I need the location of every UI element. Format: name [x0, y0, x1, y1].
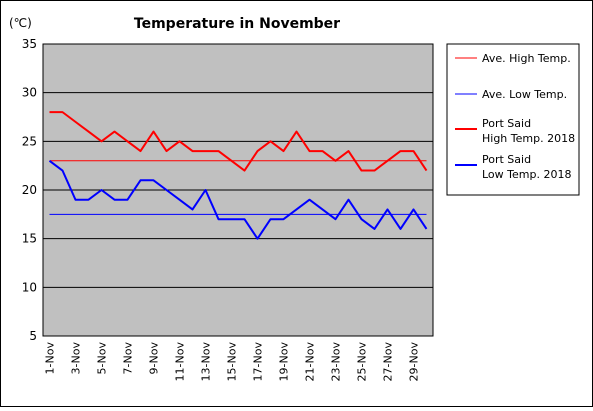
- x-tick-label: 27-Nov: [382, 342, 395, 382]
- x-tick-label: 5-Nov: [96, 342, 109, 375]
- y-axis-ticks: 5 10 15 20 25 30 35: [22, 37, 37, 343]
- x-axis-ticks: 1-Nov 3-Nov 5-Nov 7-Nov 9-Nov 11-Nov 13-Nov 15-…: [44, 342, 421, 382]
- y-tick-label: 35: [22, 37, 37, 51]
- legend-label: Low Temp. 2018: [482, 168, 571, 181]
- gridlines: [43, 92, 433, 288]
- y-tick-label: 25: [22, 134, 37, 148]
- series-lines: [48, 111, 428, 240]
- x-tick-label: 29-Nov: [408, 342, 421, 382]
- unit-label: (℃): [9, 16, 32, 30]
- x-tick-label: 19-Nov: [278, 342, 291, 382]
- series-line: [48, 159, 428, 240]
- x-tick-label: 13-Nov: [200, 342, 213, 382]
- y-tick-label: 10: [22, 280, 37, 294]
- x-tick-label: 15-Nov: [226, 342, 239, 382]
- series-line: [49, 111, 428, 172]
- x-tick-label: 1-Nov: [44, 342, 57, 375]
- x-tick-label: 3-Nov: [70, 342, 83, 375]
- x-tick-label: 7-Nov: [122, 342, 135, 375]
- legend-label: Ave. Low Temp.: [482, 88, 567, 101]
- y-tick-label: 5: [29, 329, 37, 343]
- x-tick-label: 21-Nov: [304, 342, 317, 382]
- y-tick-label: 20: [22, 183, 37, 197]
- legend-label: High Temp. 2018: [482, 132, 575, 145]
- legend: Ave. High Temp. Ave. Low Temp. Port Said Hi…: [446, 43, 580, 196]
- y-tick-label: 15: [22, 232, 37, 246]
- legend-label: Port Said: [482, 153, 531, 166]
- x-tick-label: 25-Nov: [356, 342, 369, 382]
- legend-label: Ave. High Temp.: [482, 52, 571, 65]
- legend-box: [446, 43, 580, 196]
- x-tick-label: 23-Nov: [330, 342, 343, 382]
- x-tick-label: 17-Nov: [252, 342, 265, 382]
- x-tick-label: 9-Nov: [148, 342, 161, 375]
- legend-label: Port Said: [482, 117, 531, 130]
- x-tick-label: 11-Nov: [174, 342, 187, 382]
- chart-title: Temperature in November: [134, 16, 340, 32]
- y-tick-label: 30: [22, 86, 37, 100]
